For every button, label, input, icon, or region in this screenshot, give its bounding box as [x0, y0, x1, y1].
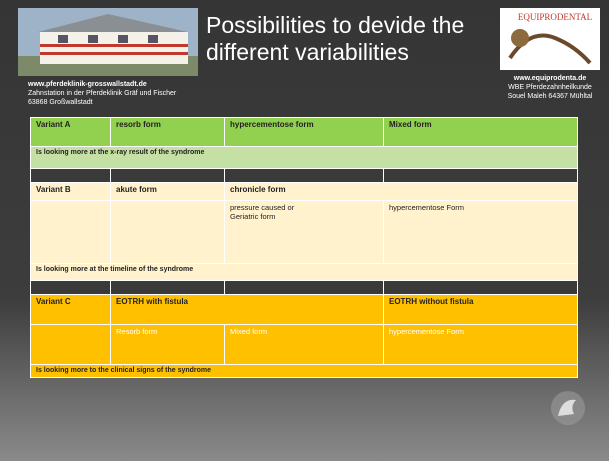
practice-url: www.equiprodenta.de — [513, 75, 587, 82]
cell: resorb form — [110, 117, 225, 147]
corner-emblem — [551, 391, 585, 425]
cell-text: pressure caused or Geriatric form — [230, 203, 295, 221]
cell: Variant B — [30, 182, 111, 201]
separator — [30, 168, 578, 183]
cell: Mixed form — [383, 117, 578, 147]
practice-info: www.equiprodenta.de WBE Pferdezahnheilku… — [490, 74, 609, 101]
row: Variant C EOTRH with fistula EOTRH witho… — [30, 294, 578, 325]
cell: Variant A — [30, 117, 111, 147]
row: Resorb form Mixed form hypercementose Fo… — [30, 324, 578, 365]
row: Is looking more at the timeline of the s… — [30, 263, 578, 281]
separator — [30, 280, 578, 295]
variants-table: Variant A resorb form hypercementose for… — [30, 117, 578, 378]
slide-title: Possibilities to devide the different va… — [206, 12, 465, 65]
note: Is looking more at the x-ray result of t… — [30, 146, 578, 169]
cell: pressure caused or Geriatric form — [224, 200, 384, 264]
cell: hypercementose Form — [383, 324, 578, 365]
clinic-photo — [18, 8, 198, 76]
cell: hypercementose form — [224, 117, 384, 147]
practice-line: Souel Maleh 64367 Mühltal — [507, 93, 593, 100]
cell: akute form — [110, 182, 225, 201]
note: Is looking more to the clinical signs of… — [30, 364, 578, 378]
practice-line: WBE Pferdezahnheilkunde — [508, 84, 592, 91]
cell: Variant C — [30, 294, 111, 325]
row: Variant A resorb form hypercementose for… — [30, 117, 578, 147]
clinic-url: www.pferdeklinik-grosswallstadt.de — [28, 81, 147, 88]
note: Is looking more at the timeline of the s… — [30, 263, 578, 281]
cell: hypercementose Form — [383, 200, 578, 264]
row: Variant B akute form chronicle form — [30, 182, 578, 201]
logo-text: EQUIPRODENTAL — [518, 12, 592, 22]
cell: EOTRH without fistula — [383, 294, 578, 325]
clinic-info: www.pferdeklinik-grosswallstadt.de Zahns… — [28, 80, 176, 107]
cell: chronicle form — [224, 182, 578, 201]
row: Is looking more at the x-ray result of t… — [30, 146, 578, 169]
cell: Resorb form — [110, 324, 225, 365]
clinic-line: 63868 Großwallstadt — [28, 99, 93, 106]
cell: EOTRH with fistula — [110, 294, 384, 325]
clinic-line: Zahnstation in der Pferdeklinik Gräf und… — [28, 90, 177, 97]
logo: EQUIPRODENTAL — [500, 8, 600, 70]
row: Is looking more to the clinical signs of… — [30, 364, 578, 378]
cell: Mixed form — [224, 324, 384, 365]
row: pressure caused or Geriatric form hyperc… — [30, 200, 578, 264]
